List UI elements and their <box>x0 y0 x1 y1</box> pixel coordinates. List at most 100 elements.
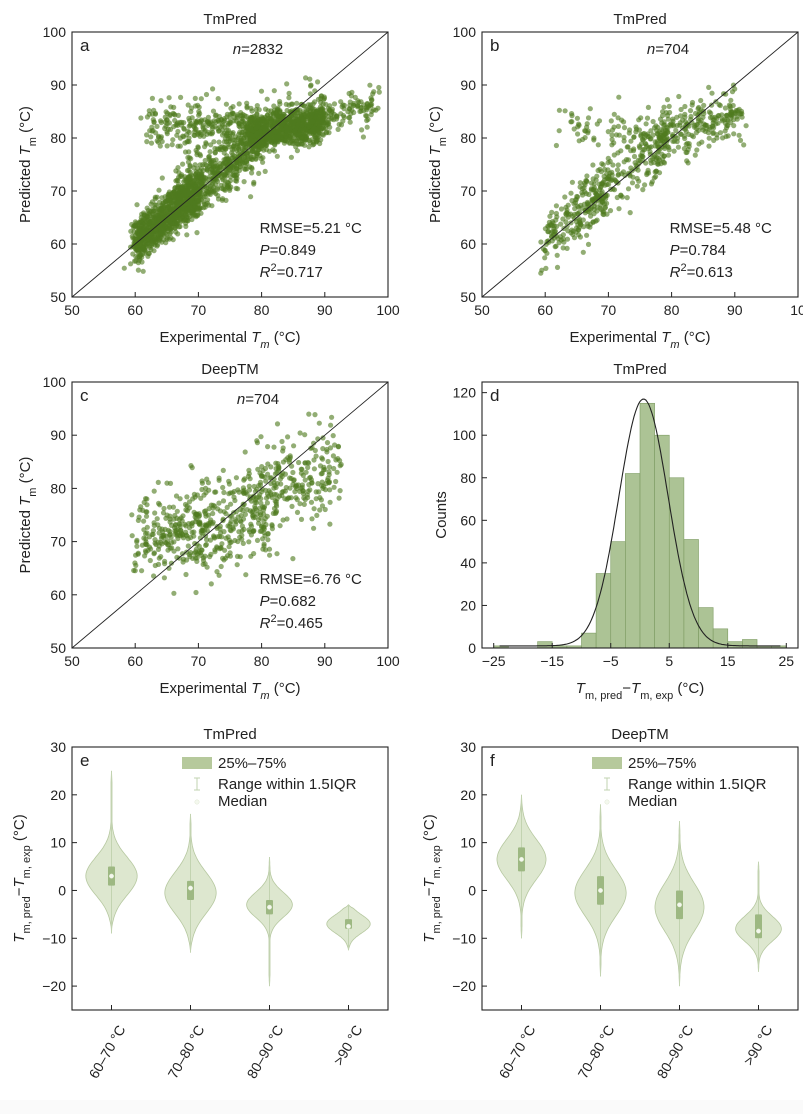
data-point <box>710 129 716 136</box>
data-point <box>121 265 127 271</box>
x-tick-label: 50 <box>474 302 490 318</box>
data-point <box>247 156 253 162</box>
data-point <box>648 181 655 187</box>
data-point <box>215 186 221 192</box>
data-point <box>167 218 173 224</box>
data-point <box>241 501 247 507</box>
data-point <box>365 116 371 122</box>
data-point <box>684 140 691 146</box>
data-point <box>254 438 260 444</box>
pearson-annotation-c: P=0.682 <box>260 593 316 610</box>
data-point <box>230 104 236 110</box>
data-point <box>164 512 170 518</box>
data-point <box>184 557 190 563</box>
data-point <box>677 120 683 126</box>
data-point <box>187 210 193 216</box>
data-point <box>723 133 729 140</box>
data-point <box>145 207 151 214</box>
d-title: TmPred <box>613 361 666 378</box>
data-point <box>280 448 286 454</box>
data-point <box>636 178 642 184</box>
data-point <box>174 515 180 522</box>
x-axis-label-c-part-2: m <box>260 690 269 702</box>
panel-c: 50 60 70 80 90 100 50 60 70 80 90 100 Experimental T… <box>17 361 400 702</box>
data-point <box>182 217 188 223</box>
data-point <box>257 509 263 516</box>
data-point <box>208 166 214 172</box>
legend-median-glyph <box>604 799 610 805</box>
data-point <box>331 484 337 490</box>
data-point <box>730 82 737 88</box>
data-point <box>155 139 161 145</box>
gaussian-fit-curve <box>499 398 781 647</box>
x-tick-label: 80 <box>254 653 270 669</box>
data-point <box>177 521 183 528</box>
data-point <box>297 501 303 507</box>
data-point <box>166 120 172 126</box>
data-point <box>151 550 157 556</box>
data-point <box>602 192 609 198</box>
y-axis-label-e: Tm, pred−Tm, exp (°C) <box>11 814 33 942</box>
data-point <box>187 169 193 175</box>
x-category-label: 80–90 °C <box>243 1022 286 1081</box>
data-point <box>264 96 270 102</box>
y-axis-label-e-part-2: − <box>11 887 28 896</box>
y-axis-label-c-part-0: Predicted <box>17 506 34 574</box>
data-point <box>239 528 245 534</box>
data-point <box>181 125 187 131</box>
data-point <box>156 525 162 531</box>
data-point <box>306 482 312 488</box>
data-point <box>261 147 267 153</box>
data-point <box>293 132 300 138</box>
data-point <box>611 152 617 158</box>
data-point <box>195 144 201 150</box>
data-point <box>260 473 266 479</box>
y-axis-label-b-part-1: T <box>427 144 444 155</box>
data-point <box>227 121 233 127</box>
y-tick-label: 80 <box>460 130 476 146</box>
violin-median-point <box>519 856 524 862</box>
data-point <box>233 169 239 175</box>
data-point <box>185 102 191 108</box>
data-point <box>266 546 273 552</box>
c-panel-label: c <box>80 386 89 405</box>
data-point <box>305 106 311 112</box>
data-point <box>167 516 173 522</box>
data-point <box>187 118 193 124</box>
y-tick-label: −10 <box>42 930 66 946</box>
data-point <box>188 109 194 115</box>
data-point <box>562 108 568 114</box>
data-point <box>194 555 200 561</box>
data-point <box>198 118 204 124</box>
data-point <box>158 215 165 221</box>
data-point <box>319 470 325 476</box>
data-point <box>671 148 677 154</box>
legend-label-iqr: 25%–75% <box>628 755 696 772</box>
data-point <box>305 102 312 108</box>
y-axis-label-c-part-2: m <box>27 488 39 497</box>
y-axis-label-a: Predicted Tm (°C) <box>17 106 39 223</box>
data-point <box>673 127 679 134</box>
data-point <box>657 136 663 142</box>
data-point <box>606 181 612 187</box>
data-point <box>182 140 188 146</box>
pearson-annotation-b: P=0.784 <box>670 242 726 259</box>
b-frame <box>481 31 799 298</box>
y-tick-label: 100 <box>453 24 477 40</box>
data-point <box>216 119 222 125</box>
data-point <box>338 99 344 105</box>
data-point <box>150 528 156 534</box>
y-axis-label-c: Predicted Tm (°C) <box>17 457 39 574</box>
data-point <box>175 199 181 205</box>
data-point <box>585 241 592 247</box>
data-point <box>144 509 150 515</box>
legend-label-range: Range within 1.5IQR <box>628 776 767 793</box>
data-point <box>264 118 270 124</box>
data-point <box>624 195 630 201</box>
data-point <box>233 475 239 481</box>
data-point <box>231 494 237 500</box>
data-point <box>631 153 638 160</box>
data-point <box>667 122 673 128</box>
data-point <box>551 235 557 241</box>
